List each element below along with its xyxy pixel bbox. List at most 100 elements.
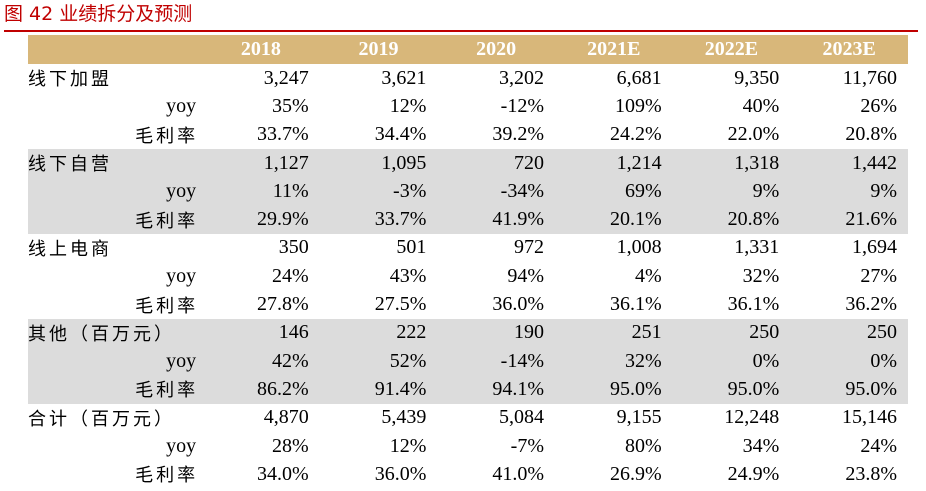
value-cell: 12%: [389, 434, 427, 457]
row-label: 毛利率: [135, 125, 199, 147]
table-row-gross-margin: 毛利率 86.2% 91.4% 94.1% 95.0% 95.0% 95.0%: [28, 375, 908, 404]
table-row-gross-margin: 毛利率 29.9% 33.7% 41.9% 20.1% 20.8% 21.6%: [28, 205, 908, 234]
value-cell: 6,681: [616, 66, 662, 89]
value-cell: -3%: [319, 177, 438, 206]
value-cell: 41.0%: [492, 462, 544, 485]
value-cell: 36.2%: [845, 293, 897, 316]
table-row-gross-margin: 毛利率 34.0% 36.0% 41.0% 26.9% 24.9% 23.8%: [28, 460, 908, 488]
value-cell: 24.9%: [727, 462, 780, 485]
value-cell: 23.8%: [845, 462, 897, 485]
title-rule: [4, 30, 918, 32]
value-cell: 22.0%: [727, 123, 780, 146]
value-cell: 36.0%: [374, 462, 427, 485]
header-cell-year: 2019: [319, 35, 438, 64]
table-row-gross-margin: 毛利率 27.8% 27.5% 36.0% 36.1% 36.1% 36.2%: [28, 290, 908, 318]
value-cell: 0%: [672, 346, 791, 376]
header-cell-label: [28, 35, 203, 64]
value-cell: 36.1%: [727, 293, 780, 316]
value-cell: 86.2%: [202, 375, 320, 404]
value-cell: 1,694: [852, 236, 897, 259]
value-cell: 69%: [555, 177, 673, 206]
row-label: 毛利率: [28, 375, 203, 404]
row-label: yoy: [166, 434, 197, 457]
table-row-amount: 合计（百万元） 4,870 5,439 5,084 9,155 12,248 15,146: [28, 404, 908, 432]
value-cell: 91.4%: [319, 375, 438, 404]
value-cell: 26.9%: [609, 462, 662, 485]
value-cell: 95.0%: [672, 375, 791, 404]
row-label: 线下自营: [28, 148, 203, 178]
value-cell: 26%: [860, 94, 897, 117]
row-label: 毛利率: [135, 465, 199, 487]
value-cell: -12%: [500, 94, 544, 117]
value-cell: 20.1%: [555, 205, 673, 234]
table-row-yoy: yoy 24% 43% 94% 4% 32% 27%: [28, 262, 908, 290]
value-cell: -34%: [437, 177, 555, 206]
value-cell: 24%: [860, 434, 897, 457]
value-cell: 29.9%: [202, 205, 320, 234]
value-cell: 250: [790, 318, 908, 347]
value-cell: 9,350: [734, 66, 780, 89]
value-cell: 251: [555, 318, 673, 347]
value-cell: 109%: [614, 94, 662, 117]
row-label: 其他（百万元）: [28, 318, 203, 347]
value-cell: 34%: [742, 434, 780, 457]
table-row-yoy: yoy 42% 52% -14% 32% 0% 0%: [28, 346, 908, 376]
value-cell: 20.8%: [672, 205, 791, 234]
value-cell: 250: [672, 318, 791, 347]
value-cell: 95.0%: [790, 375, 908, 404]
header-cell-year: 2021E: [555, 35, 673, 64]
table-row-yoy: yoy 11% -3% -34% 69% 9% 9%: [28, 177, 908, 206]
value-cell: 1,214: [555, 148, 673, 178]
header-cell-year: 2022E: [672, 35, 791, 64]
row-label: yoy: [166, 94, 197, 117]
value-cell: 32%: [742, 264, 780, 287]
header-cell-year: 2023E: [790, 35, 908, 64]
value-cell: 33.7%: [319, 205, 438, 234]
value-cell: 146: [202, 318, 320, 347]
value-cell: 33.7%: [257, 123, 309, 146]
table-header-row: 2018 2019 2020 2021E 2022E 2023E: [28, 35, 908, 64]
value-cell: 1,442: [790, 148, 908, 178]
table-row-gross-margin: 毛利率 33.7% 34.4% 39.2% 24.2% 22.0% 20.8%: [28, 121, 908, 149]
table-row-amount: 其他（百万元） 146 222 190 251 250 250: [28, 318, 908, 347]
value-cell: 52%: [319, 346, 438, 376]
value-cell: 43%: [389, 264, 427, 287]
value-cell: 501: [396, 236, 427, 259]
value-cell: 15,146: [842, 406, 897, 429]
value-cell: 41.9%: [437, 205, 555, 234]
figure-title: 图 42 业绩拆分及预测: [4, 3, 193, 25]
value-cell: 94%: [507, 264, 544, 287]
value-cell: 94.1%: [437, 375, 555, 404]
value-cell: 95.0%: [555, 375, 673, 404]
value-cell: 27.5%: [374, 293, 427, 316]
table-body: 线下加盟 3,247 3,621 3,202 6,681 9,350 11,760 yoy 35…: [28, 64, 908, 488]
value-cell: 39.2%: [492, 123, 544, 146]
value-cell: 3,202: [499, 66, 544, 89]
value-cell: 9%: [672, 177, 791, 206]
row-label: yoy: [28, 177, 203, 206]
value-cell: 42%: [202, 346, 320, 376]
row-label: 合计（百万元）: [28, 408, 175, 430]
value-cell: 720: [437, 148, 555, 178]
value-cell: 21.6%: [790, 205, 908, 234]
value-cell: 12,248: [724, 406, 780, 429]
forecast-table: 2018 2019 2020 2021E 2022E 2023E 线下加盟 3,2…: [28, 35, 908, 488]
table-row-yoy: yoy 35% 12% -12% 109% 40% 26%: [28, 92, 908, 120]
value-cell: 27%: [860, 264, 897, 287]
value-cell: 12%: [389, 94, 427, 117]
value-cell: 190: [437, 318, 555, 347]
header-cell-year: 2020: [437, 35, 555, 64]
value-cell: 34.0%: [257, 462, 309, 485]
value-cell: 3,621: [381, 66, 427, 89]
value-cell: 20.8%: [845, 123, 897, 146]
value-cell: 35%: [272, 94, 309, 117]
value-cell: 0%: [790, 346, 908, 376]
value-cell: 1,095: [319, 148, 438, 178]
table-row-amount: 线上电商 350 501 972 1,008 1,331 1,694: [28, 234, 908, 262]
row-label: yoy: [166, 264, 197, 287]
row-label: 毛利率: [135, 295, 199, 317]
value-cell: 222: [319, 318, 438, 347]
value-cell: 11,760: [842, 66, 897, 89]
value-cell: 11%: [202, 177, 320, 206]
value-cell: 5,084: [499, 406, 544, 429]
